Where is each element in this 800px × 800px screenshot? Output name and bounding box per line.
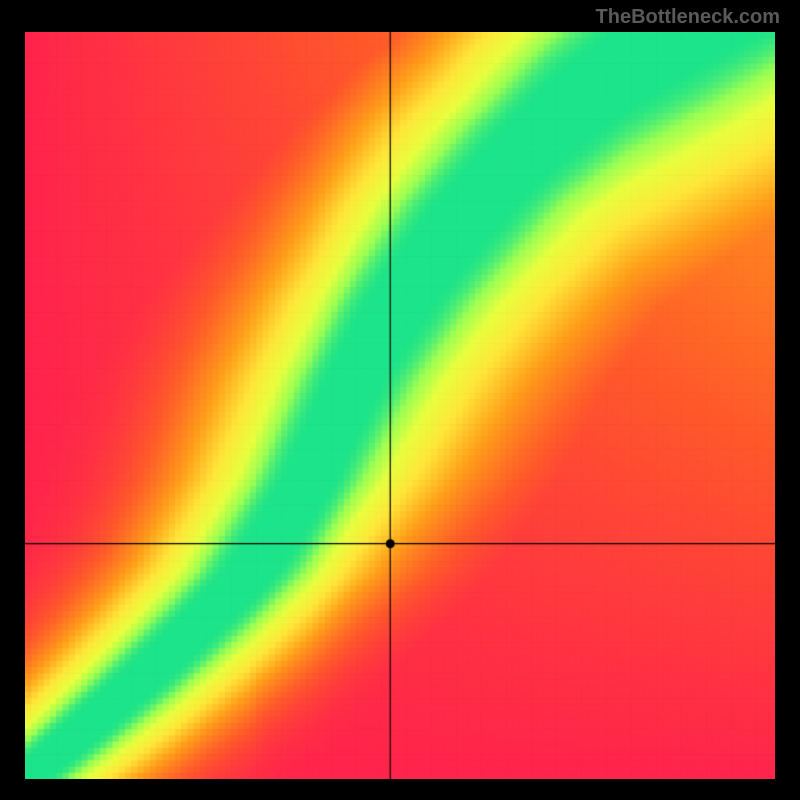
heatmap-canvas	[25, 32, 775, 779]
watermark-text: TheBottleneck.com	[596, 6, 780, 29]
bottleneck-heatmap	[25, 32, 775, 779]
